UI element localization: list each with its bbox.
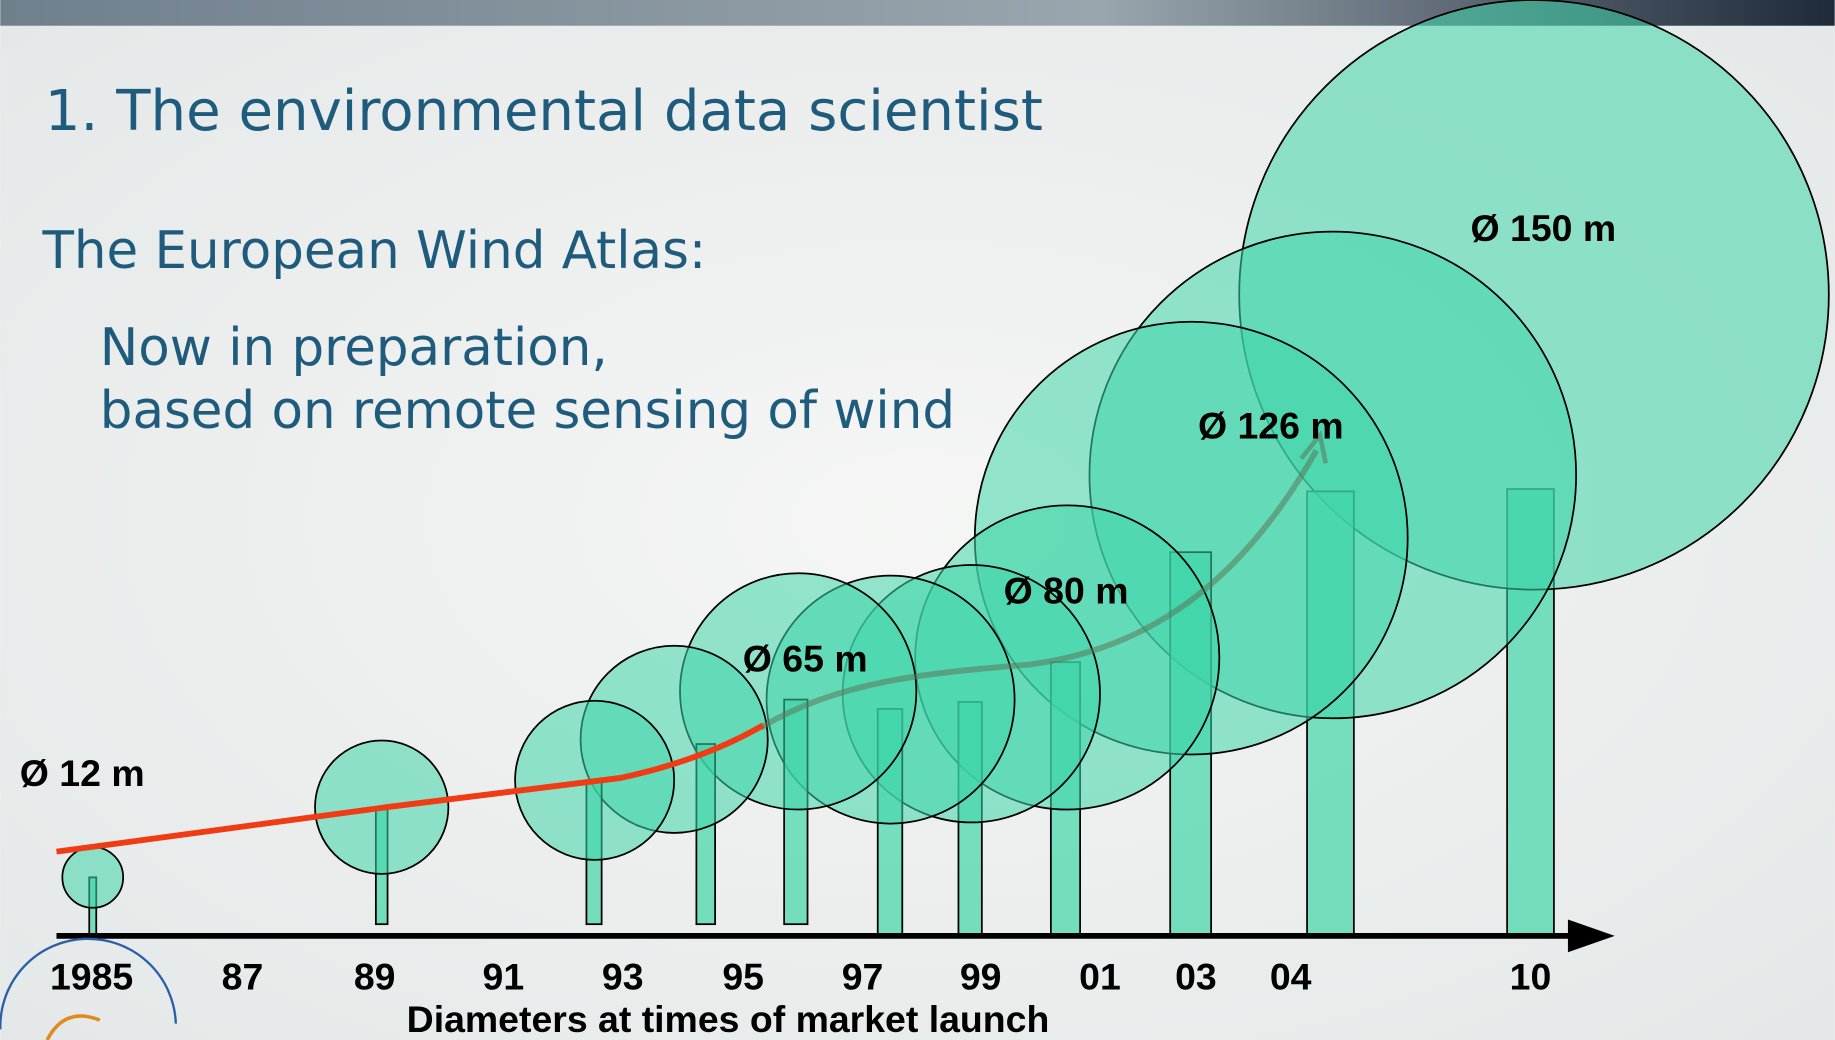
slide: 1. The environmental data scientist The …	[0, 0, 1835, 1040]
slide-title: 1. The environmental data scientist	[45, 79, 1043, 144]
diameter-label: Ø 126 m	[1198, 405, 1344, 447]
year-label: 97	[842, 956, 884, 998]
heading: The European Wind Atlas:	[41, 221, 706, 281]
axis-caption: Diameters at times of market launch	[407, 998, 1050, 1040]
year-label: 03	[1175, 956, 1217, 998]
page: {"slide": {"title": "1. The environmenta…	[0, 0, 1835, 1040]
diameter-label: Ø 150 m	[1471, 207, 1617, 249]
diameter-label: Ø 65 m	[743, 637, 868, 679]
rotor	[62, 847, 123, 908]
body-line: based on remote sensing of wind	[100, 381, 955, 441]
year-label: 1985	[50, 956, 133, 998]
diameter-label: Ø 80 m	[1004, 570, 1129, 612]
body-line: Now in preparation,	[100, 318, 608, 378]
year-label: 89	[354, 956, 396, 998]
year-label: 87	[222, 956, 264, 998]
diameter-label: Ø 12 m	[20, 752, 145, 794]
year-label: 99	[960, 956, 1002, 998]
year-label: 01	[1079, 956, 1121, 998]
year-label: 93	[602, 956, 644, 998]
year-label: 91	[483, 956, 525, 998]
year-label: 10	[1510, 956, 1552, 998]
year-label: 04	[1270, 956, 1312, 998]
year-label: 95	[722, 956, 764, 998]
